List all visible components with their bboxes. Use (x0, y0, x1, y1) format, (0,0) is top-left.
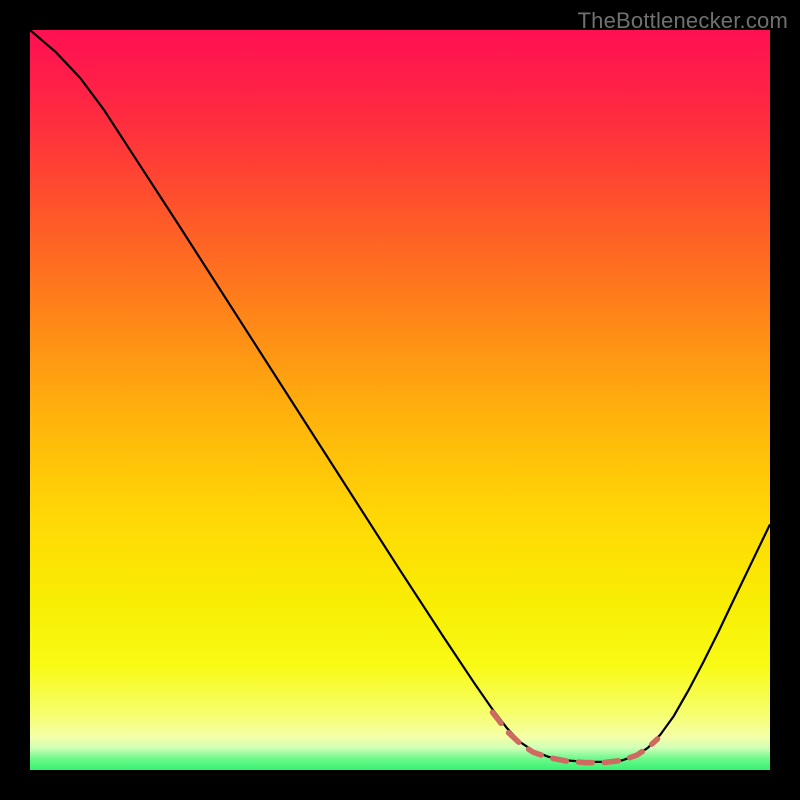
chart-container: TheBottlenecker.com (0, 0, 800, 800)
bottleneck-chart (30, 30, 770, 770)
plot-background (30, 30, 770, 770)
